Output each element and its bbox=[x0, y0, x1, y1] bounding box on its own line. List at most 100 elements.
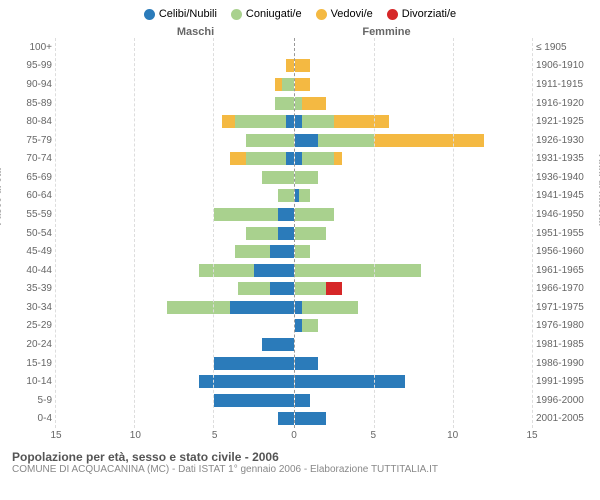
male-row bbox=[56, 410, 294, 429]
bar-segment bbox=[275, 78, 283, 91]
birth-label: 1936-1940 bbox=[536, 168, 588, 187]
age-label: 100+ bbox=[12, 38, 52, 57]
age-label: 90-94 bbox=[12, 75, 52, 94]
bar-segment bbox=[295, 282, 327, 295]
birth-label: 1981-1985 bbox=[536, 335, 588, 354]
birth-label: 1966-1970 bbox=[536, 280, 588, 299]
bar-segment bbox=[299, 189, 310, 202]
bar-segment bbox=[246, 134, 294, 147]
bar-segment bbox=[295, 152, 303, 165]
age-label: 55-59 bbox=[12, 205, 52, 224]
male-row bbox=[56, 205, 294, 224]
bar-segment bbox=[278, 208, 294, 221]
grid-line bbox=[55, 38, 56, 428]
female-panel bbox=[295, 38, 533, 428]
male-row bbox=[56, 298, 294, 317]
male-row bbox=[56, 280, 294, 299]
female-row bbox=[295, 354, 533, 373]
female-row bbox=[295, 372, 533, 391]
grid-line bbox=[532, 38, 533, 428]
bar-segment bbox=[334, 152, 342, 165]
male-row bbox=[56, 261, 294, 280]
legend-swatch bbox=[387, 9, 398, 20]
bar-segment bbox=[295, 245, 311, 258]
birth-label: 1906-1910 bbox=[536, 57, 588, 76]
birth-label: 1986-1990 bbox=[536, 354, 588, 373]
gender-headers: Maschi Femmine bbox=[12, 26, 588, 38]
age-label: 60-64 bbox=[12, 187, 52, 206]
x-tick: 10 bbox=[447, 430, 458, 441]
bar-segment bbox=[302, 319, 318, 332]
birth-label: 1941-1945 bbox=[536, 187, 588, 206]
birth-label: 1951-1955 bbox=[536, 224, 588, 243]
female-row bbox=[295, 168, 533, 187]
legend-label: Divorziati/e bbox=[402, 8, 456, 20]
bar-segment bbox=[214, 208, 277, 221]
birth-label: 1961-1965 bbox=[536, 261, 588, 280]
x-tick: 5 bbox=[371, 430, 377, 441]
legend: Celibi/NubiliConiugati/eVedovi/eDivorzia… bbox=[12, 8, 588, 20]
male-row bbox=[56, 372, 294, 391]
bar-segment bbox=[278, 189, 294, 202]
bar-segment bbox=[270, 282, 294, 295]
legend-item: Vedovi/e bbox=[316, 8, 373, 20]
female-row bbox=[295, 94, 533, 113]
age-label: 50-54 bbox=[12, 224, 52, 243]
bar-segment bbox=[295, 115, 303, 128]
birth-label: 1926-1930 bbox=[536, 131, 588, 150]
male-row bbox=[56, 242, 294, 261]
y-axis-title-left: Fasce di età bbox=[0, 168, 4, 225]
male-row bbox=[56, 335, 294, 354]
age-label: 85-89 bbox=[12, 94, 52, 113]
male-row bbox=[56, 94, 294, 113]
bar-segment bbox=[254, 264, 294, 277]
female-row bbox=[295, 112, 533, 131]
bar-segment bbox=[295, 59, 311, 72]
bar-segment bbox=[295, 78, 311, 91]
male-panel bbox=[56, 38, 295, 428]
birth-label: 1931-1935 bbox=[536, 149, 588, 168]
bar-segment bbox=[295, 394, 311, 407]
bar-segment bbox=[262, 171, 294, 184]
age-label: 35-39 bbox=[12, 280, 52, 299]
x-tick: 15 bbox=[50, 430, 61, 441]
male-row bbox=[56, 354, 294, 373]
male-row bbox=[56, 112, 294, 131]
bar-segment bbox=[222, 115, 235, 128]
bar-segment bbox=[318, 134, 373, 147]
female-row bbox=[295, 38, 533, 57]
bar-segment bbox=[286, 152, 294, 165]
age-label: 80-84 bbox=[12, 112, 52, 131]
female-row bbox=[295, 280, 533, 299]
bar-segment bbox=[302, 152, 334, 165]
age-label: 25-29 bbox=[12, 317, 52, 336]
male-row bbox=[56, 317, 294, 336]
x-tick: 10 bbox=[130, 430, 141, 441]
bar-segment bbox=[295, 264, 422, 277]
bar-segment bbox=[286, 115, 294, 128]
bar-segment bbox=[282, 78, 293, 91]
bar-segment bbox=[214, 394, 293, 407]
legend-label: Vedovi/e bbox=[331, 8, 373, 20]
grid-line bbox=[134, 38, 135, 428]
female-row bbox=[295, 410, 533, 429]
birth-label: 1956-1960 bbox=[536, 242, 588, 261]
bar-segment bbox=[302, 97, 326, 110]
bar-segment bbox=[238, 282, 270, 295]
female-row bbox=[295, 187, 533, 206]
bar-segment bbox=[295, 412, 327, 425]
birth-label: ≤ 1905 bbox=[536, 38, 588, 57]
legend-swatch bbox=[316, 9, 327, 20]
age-label: 75-79 bbox=[12, 131, 52, 150]
birth-label: 1916-1920 bbox=[536, 94, 588, 113]
bar-segment bbox=[295, 97, 303, 110]
legend-item: Divorziati/e bbox=[387, 8, 456, 20]
x-axis: 051015 51015 bbox=[12, 430, 588, 444]
bar-segment bbox=[235, 115, 286, 128]
legend-item: Coniugati/e bbox=[231, 8, 302, 20]
bar-segment bbox=[262, 338, 294, 351]
male-row bbox=[56, 391, 294, 410]
age-label: 45-49 bbox=[12, 242, 52, 261]
legend-swatch bbox=[144, 9, 155, 20]
grid-line bbox=[213, 38, 214, 428]
